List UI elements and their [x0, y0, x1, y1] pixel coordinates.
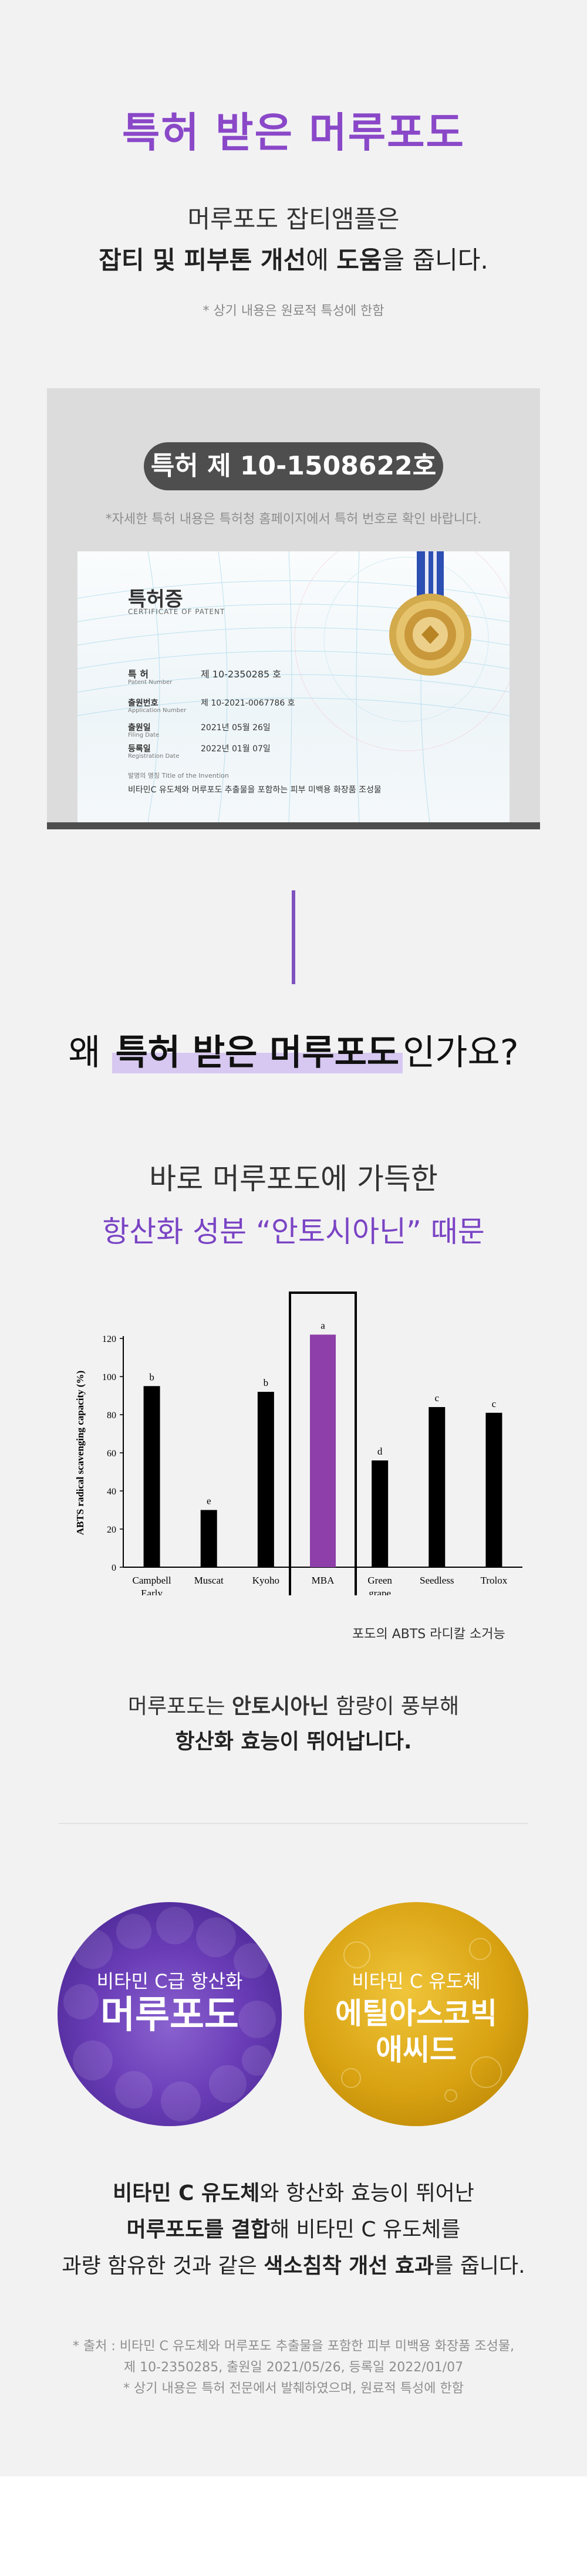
- grape-circle: 비타민 C급 항산화 머루포도: [58, 1902, 282, 2126]
- grape-circle-title: 머루포도: [100, 1994, 239, 2037]
- x-tick-label: Green: [367, 1575, 392, 1586]
- x-tick-label: Kyoho: [252, 1575, 279, 1586]
- source-line-2: 제 10-2350285, 출원일 2021/05/26, 등록일 2022/0…: [123, 2360, 464, 2375]
- y-tick-label: 100: [102, 1372, 116, 1382]
- footer-blank: [0, 2476, 587, 2576]
- cert-row-application-sub: Application Number: [128, 707, 187, 714]
- why-highlight: 특허 받은 머루포도: [112, 1032, 403, 1073]
- y-tick-label: 20: [107, 1525, 116, 1535]
- bar: [310, 1334, 336, 1567]
- chart-caption: 포도의 ABTS 라디칼 소거능: [352, 1627, 505, 1642]
- bar-letter-label: b: [264, 1377, 269, 1388]
- patent-number-pill: 특허 제 10-1508622호: [144, 442, 443, 490]
- summary-line-1: 머루포도는 안토시아닌 함량이 풍부해: [127, 1694, 460, 1719]
- x-tick-label: Early: [141, 1588, 163, 1595]
- source-line-1: * 출처 : 비타민 C 유도체와 머루포도 추출물을 포함한 피부 미백용 화…: [72, 2339, 515, 2354]
- why-heading: 왜 특허 받은 머루포도 인가요?: [0, 1024, 587, 1075]
- because-line-1: 바로 머루포도에 가득한: [149, 1162, 438, 1196]
- x-tick-label: grape: [369, 1588, 391, 1595]
- grape-circle-label: 비타민 C급 항산화: [96, 1970, 243, 1992]
- section-divider-line: [292, 890, 295, 984]
- gold-texture: [341, 1938, 502, 2102]
- certificate-subtitle: CERTIFICATE OF PATENT: [128, 608, 225, 616]
- certificate-background: [77, 551, 510, 822]
- x-tick-label: Campbell: [133, 1575, 171, 1586]
- vitc-line-3: 과량 함유한 것과 같은 색소침착 개선 효과를 줍니다.: [62, 2254, 525, 2278]
- bar-letter-label: a: [321, 1320, 325, 1331]
- cert-row-filing: 출원일 2021년 05월 26일: [128, 723, 271, 733]
- intro-note: * 상기 내용은 원료적 특성에 한함: [203, 304, 384, 318]
- patent-title: 특허 받은 머루포도: [122, 109, 465, 157]
- vitamin-circle-title-1: 에틸아스코빅: [335, 1997, 497, 2031]
- vitamin-circle-title-2: 애씨드: [376, 2033, 457, 2067]
- intro-end: 을 줍니다.: [382, 246, 488, 274]
- vitamin-circle-label: 비타민 C 유도체: [352, 1970, 481, 1992]
- source-line-3: * 상기 내용은 특허 전문에서 발췌하였으며, 원료적 특성에 한함: [123, 2381, 464, 2396]
- cert-invention-title: 비타민C 유도체와 머루포도 추출물을 포함하는 피부 미백용 화장품 조성물: [128, 785, 382, 795]
- certificate-title: 특허증: [128, 588, 183, 611]
- summary-line-2: 항산화 효능이 뛰어납니다.: [175, 1730, 412, 1754]
- abts-bar-chart: 0 20 40 60 80 100 120 ABTS radical scavenging c…: [75, 1292, 522, 1595]
- because-line-2: 항산화 성분 “안토시아닌” 때문: [102, 1215, 485, 1249]
- bar: [372, 1460, 389, 1567]
- why-prefix: 왜: [68, 1032, 112, 1073]
- why-suffix: 인가요?: [403, 1032, 519, 1073]
- x-tick-label: Trolox: [481, 1575, 508, 1586]
- cert-row-patent-sub: Patent Number: [128, 679, 173, 686]
- intro-bold-2: 도움: [336, 246, 382, 274]
- bar: [200, 1510, 217, 1567]
- y-tick-label: 60: [107, 1449, 116, 1459]
- y-axis-label: ABTS radical scavenging capacity (%): [75, 1371, 86, 1536]
- summary-bold: 안토시아닌: [231, 1694, 329, 1719]
- grape-texture: [63, 1907, 276, 2121]
- cert-row-filing-sub: Filing Date: [128, 732, 160, 738]
- bar-letter-label: e: [207, 1496, 211, 1507]
- y-tick-label: 80: [107, 1411, 116, 1421]
- intro-bold-1: 잡티 및 피부톤 개선: [99, 246, 306, 274]
- patent-note: *자세한 특허 내용은 특허청 홈페이지에서 특허 번호로 확인 바랍니다.: [105, 512, 482, 527]
- patent-box: 특허 제 10-1508622호 *자세한 특허 내용은 특허청 홈페이지에서 …: [47, 388, 540, 829]
- cert-row-registration: 등록일 2022년 01월 07일: [128, 744, 271, 754]
- vitc-line-1: 비타민 C 유도체와 항산화 효능이 뛰어난: [113, 2181, 474, 2205]
- x-tick-label: Seedless: [420, 1575, 454, 1586]
- intro-line-2: 잡티 및 피부톤 개선에 도움을 줍니다.: [0, 240, 587, 276]
- bar-letter-label: b: [149, 1371, 154, 1382]
- cert-invention-label: 발명의 명칭 Title of the Invention: [128, 772, 229, 779]
- bar-letter-label: c: [435, 1392, 440, 1404]
- y-tick-label: 120: [102, 1334, 116, 1344]
- bar-letter-label: d: [377, 1446, 383, 1457]
- vitamin-circle: 비타민 C 유도체 에틸아스코빅 애씨드: [304, 1902, 528, 2126]
- y-tick-label: 40: [107, 1487, 116, 1497]
- highlight-frame: [289, 1292, 357, 1595]
- bar: [429, 1407, 446, 1567]
- divider: [59, 1823, 528, 1824]
- y-tick-label: 0: [112, 1563, 116, 1573]
- bar-letter-label: c: [492, 1398, 497, 1409]
- cert-row-application: 출원번호 제 10-2021-0067786 호: [128, 699, 295, 708]
- bar: [257, 1392, 274, 1567]
- cert-row-registration-sub: Registration Date: [128, 753, 180, 760]
- x-tick-label: MBA: [312, 1575, 335, 1586]
- bar: [485, 1412, 502, 1567]
- intro-line-1: 머루포도 잡티앰플은: [187, 205, 400, 233]
- bar: [143, 1386, 160, 1567]
- vitc-line-2: 머루포도를 결합해 비타민 C 유도체를: [126, 2218, 461, 2242]
- intro-mid: 에: [306, 246, 337, 274]
- x-tick-label: Muscat: [194, 1575, 224, 1586]
